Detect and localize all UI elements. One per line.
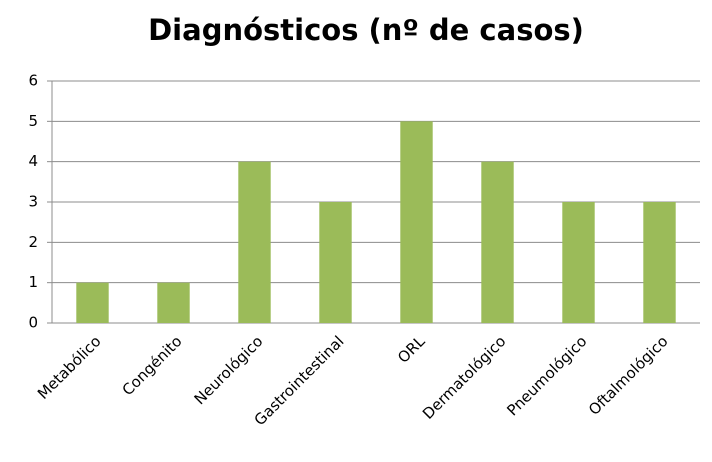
y-tick-label: 2 (28, 233, 38, 251)
x-tick-label: Oftalmológico (585, 332, 671, 418)
x-tick-label: Pneumológico (503, 332, 590, 419)
y-tick-label: 5 (28, 112, 38, 130)
bar (562, 202, 595, 323)
x-tick-label: Dermatológico (419, 332, 510, 423)
y-tick-label: 0 (28, 314, 38, 332)
bar (400, 121, 433, 323)
x-tick-label: ORL (394, 332, 429, 367)
bar (157, 282, 190, 323)
bar (238, 161, 271, 323)
bar (481, 161, 514, 323)
y-tick-label: 3 (28, 193, 38, 211)
x-tick-label: Congénito (119, 332, 186, 399)
x-tick-label: Neurológico (191, 332, 267, 408)
y-tick-label: 6 (28, 72, 38, 90)
bar (643, 202, 676, 323)
bar (76, 282, 109, 323)
y-tick-label: 1 (28, 273, 38, 291)
x-tick-label: Metabólico (34, 332, 105, 403)
y-tick-label: 4 (28, 152, 38, 170)
bar (319, 202, 352, 323)
chart-title: Diagnósticos (nº de casos) (148, 13, 584, 47)
x-tick-label: Gastrointestinal (251, 332, 348, 429)
